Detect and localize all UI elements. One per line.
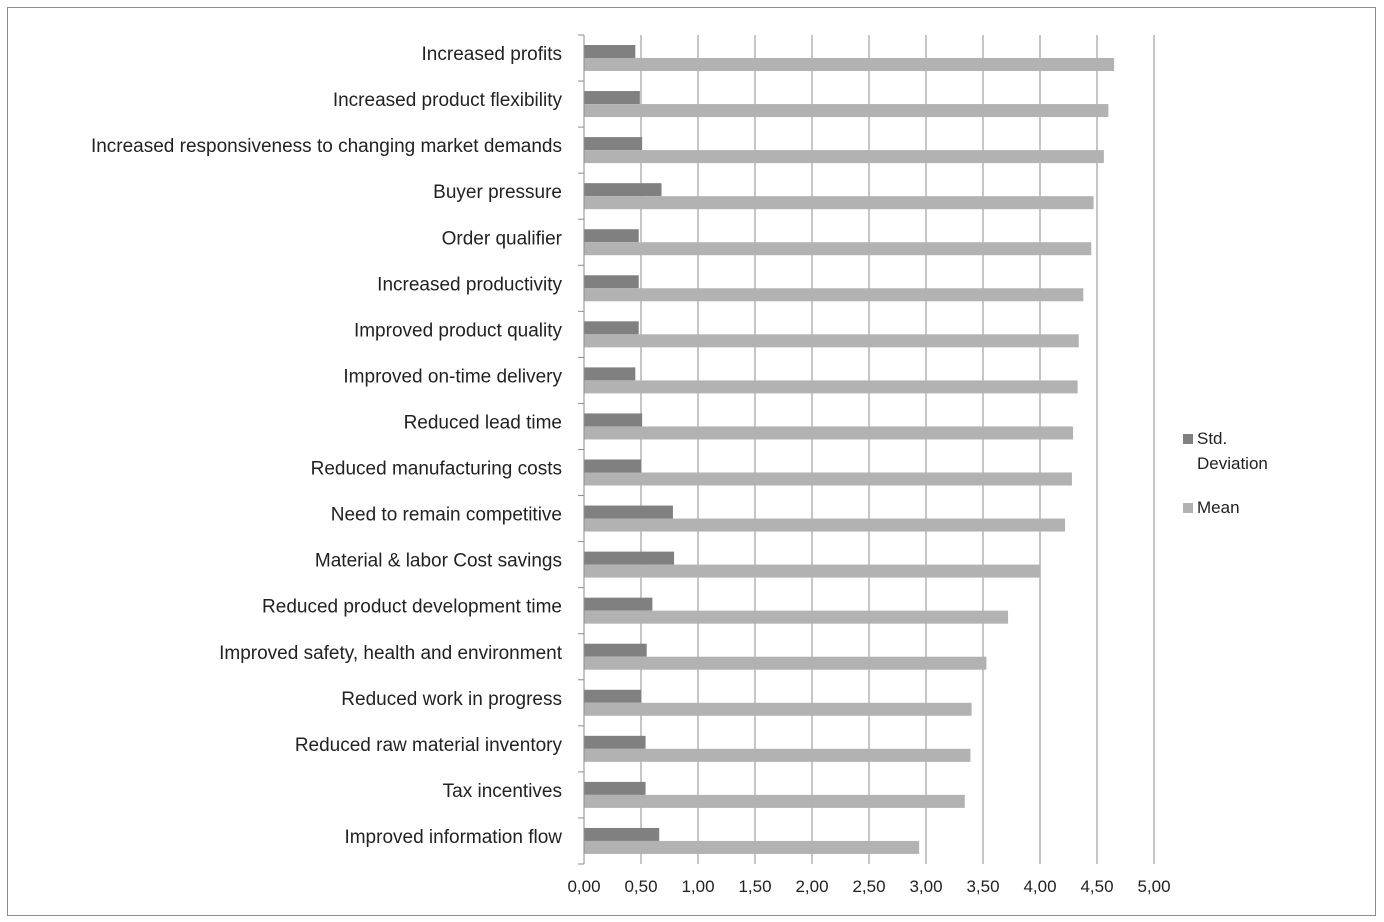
legend: Std. Deviation Mean: [1183, 429, 1268, 517]
bar-std-deviation: [584, 597, 653, 611]
bar-std-deviation: [584, 551, 675, 565]
category-label: Reduced raw material inventory: [295, 735, 563, 756]
bar-std-deviation: [584, 91, 640, 105]
x-tick-label: 4,00: [1023, 877, 1056, 896]
bar-mean: [584, 334, 1079, 348]
bar-mean: [584, 288, 1084, 302]
category-label: Improved on-time delivery: [343, 366, 562, 387]
category-label: Improved safety, health and environment: [219, 643, 563, 664]
bar-std-deviation: [584, 137, 643, 151]
bar-std-deviation: [584, 367, 636, 381]
bar-std-deviation: [584, 413, 643, 427]
bar-mean: [584, 196, 1094, 210]
legend-swatch: [1183, 503, 1193, 513]
bar-mean: [584, 380, 1078, 394]
bar-mean: [584, 610, 1009, 624]
category-label: Reduced manufacturing costs: [311, 459, 562, 480]
category-label: Increased product flexibility: [333, 90, 563, 111]
category-label: Tax incentives: [443, 781, 562, 802]
x-tick-label: 4,50: [1080, 877, 1113, 896]
bar-std-deviation: [584, 321, 639, 335]
category-label: Increased profits: [422, 44, 562, 65]
legend-swatch: [1183, 434, 1193, 444]
bar-mean: [584, 518, 1066, 532]
bars: [584, 45, 1115, 854]
bar-mean: [584, 748, 971, 762]
category-label: Improved information flow: [344, 827, 562, 848]
category-label: Increased productivity: [377, 274, 562, 295]
category-label: Reduced work in progress: [341, 689, 562, 710]
bar-std-deviation: [584, 183, 662, 197]
bar-mean: [584, 794, 965, 808]
category-label: Need to remain competitive: [331, 505, 562, 526]
x-tick-label: 2,50: [852, 877, 885, 896]
category-label: Reduced product development time: [262, 597, 562, 618]
category-label: Buyer pressure: [433, 182, 562, 203]
bar-mean: [584, 58, 1115, 71]
gridlines: [640, 35, 1155, 864]
bar-mean: [584, 564, 1040, 578]
category-label: Material & labor Cost savings: [315, 551, 562, 572]
x-tick-label: 1,50: [738, 877, 771, 896]
bar-std-deviation: [584, 229, 639, 243]
bar-std-deviation: [584, 45, 636, 58]
bar-mean: [584, 242, 1092, 256]
bar-std-deviation: [584, 275, 639, 289]
bar-std-deviation: [584, 781, 646, 795]
legend-label: Mean: [1197, 498, 1240, 517]
bar-mean: [584, 656, 987, 670]
category-labels: Increased profits Increased product flexi…: [91, 44, 563, 848]
x-tick-label: 2,00: [795, 877, 828, 896]
bar-std-deviation: [584, 827, 660, 841]
category-axis: [578, 34, 585, 865]
x-tick-label: 3,00: [909, 877, 942, 896]
category-label: Increased responsiveness to changing mar…: [91, 136, 562, 157]
x-tick-label: 1,00: [681, 877, 714, 896]
bar-mean: [584, 426, 1074, 440]
x-tick-label: 0,50: [624, 877, 657, 896]
bar-std-deviation: [584, 459, 641, 473]
bar-std-deviation: [584, 505, 673, 519]
bar-mean: [584, 104, 1109, 118]
category-label: Reduced lead time: [404, 412, 562, 433]
bar-mean: [584, 702, 972, 716]
x-tick-label: 3,50: [966, 877, 999, 896]
bar-mean: [584, 840, 920, 854]
bar-std-deviation: [584, 689, 641, 703]
x-tick-labels: 0,00 0,50 1,00 1,50 2,00 2,50 3,00 3,50 4,00 4,50…: [567, 877, 1170, 896]
category-label: Improved product quality: [354, 320, 563, 341]
category-label: Order qualifier: [442, 228, 563, 249]
bar-mean: [584, 150, 1104, 164]
x-tick-label: 0,00: [567, 877, 600, 896]
x-tick-label: 5,00: [1137, 877, 1170, 896]
bar-std-deviation: [584, 735, 646, 749]
bar-std-deviation: [584, 643, 647, 657]
legend-label: Std. Deviation: [1197, 429, 1268, 473]
bar-mean: [584, 472, 1072, 486]
